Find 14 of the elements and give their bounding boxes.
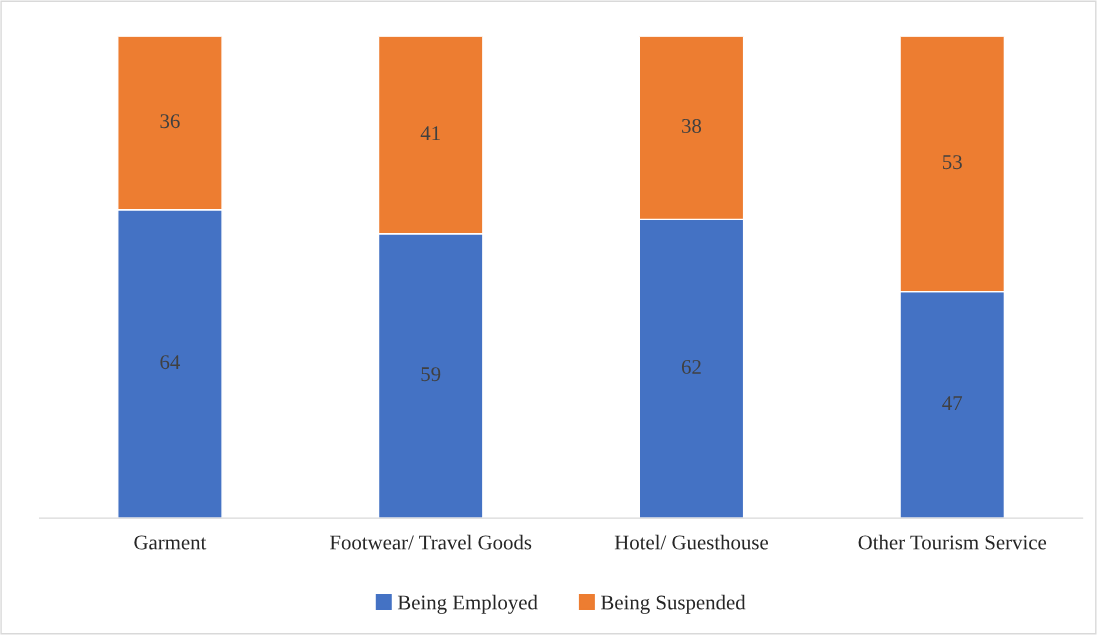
data-label: 41 xyxy=(420,126,440,141)
x-tick-label: Garment xyxy=(134,535,207,550)
x-tick-label: Footwear/ Travel Goods xyxy=(330,534,532,550)
data-label: 64 xyxy=(160,355,181,370)
data-label: 59 xyxy=(421,367,441,382)
data-label: 62 xyxy=(681,359,701,374)
data-label: 47 xyxy=(942,396,963,410)
x-tick-label: Other Tourism Service xyxy=(858,534,1047,550)
data-label: 53 xyxy=(943,155,962,170)
data-label: 38 xyxy=(682,118,702,133)
legend-label: Being Suspended xyxy=(601,594,746,614)
x-tick-label: Hotel/ Guesthouse xyxy=(614,534,768,550)
legend-label: Being Employed xyxy=(397,594,538,614)
data-label: 36 xyxy=(160,114,180,129)
